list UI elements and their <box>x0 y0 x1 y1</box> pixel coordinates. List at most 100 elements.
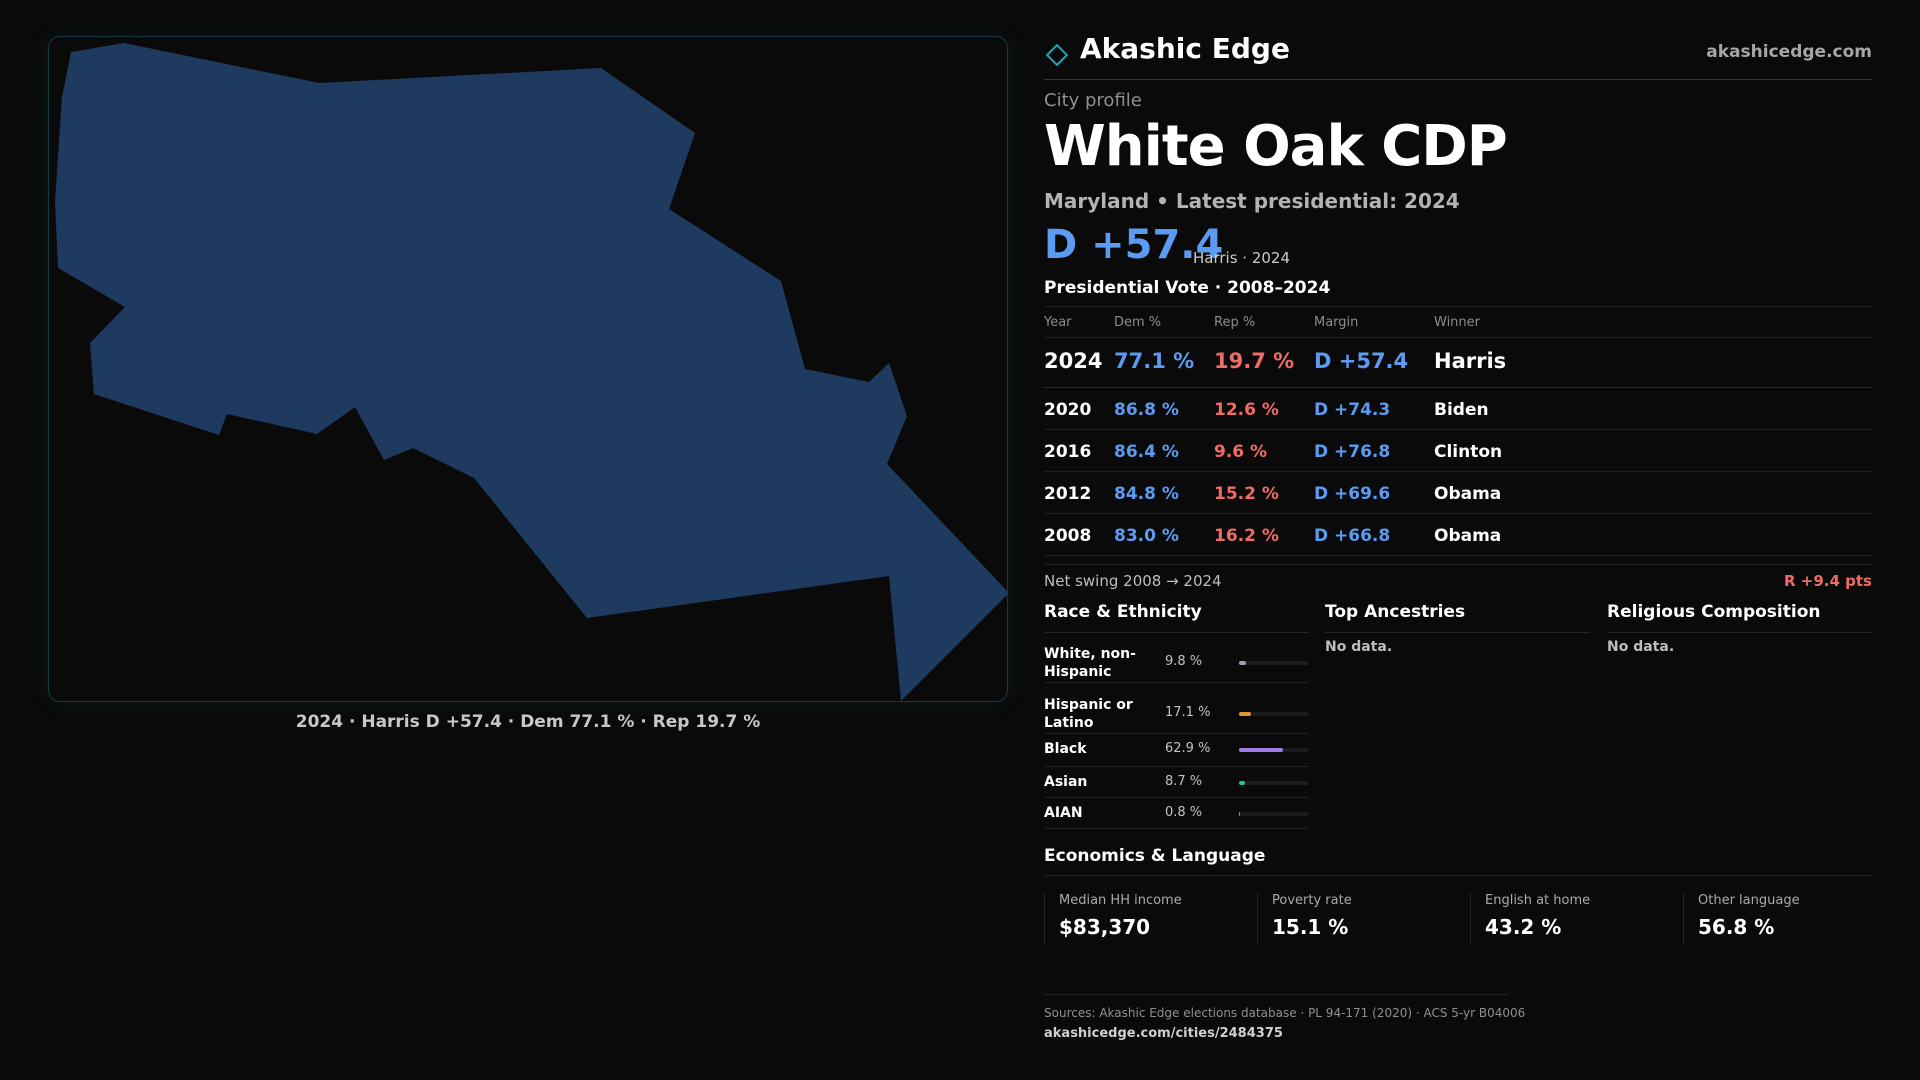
cell-margin: D +66.8 <box>1314 526 1391 546</box>
race-row: Asian 8.7 % <box>1044 767 1309 798</box>
race-row: Hispanic or Latino 17.1 % <box>1044 683 1309 734</box>
race-bar-fill <box>1239 781 1246 785</box>
economics-section-title: Economics & Language <box>1044 846 1266 866</box>
ancestries-empty-text: No data. <box>1325 639 1393 655</box>
stat-label: Median HH income <box>1059 893 1182 908</box>
page-title: White Oak CDP <box>1044 114 1508 179</box>
table-row: 2020 86.8 % 12.6 % D +74.3 Biden <box>1044 388 1872 430</box>
brand-url-link[interactable]: akashicedge.com <box>1706 42 1872 62</box>
stat-english-at-home: English at home 43.2 % <box>1470 893 1683 945</box>
divider <box>1607 632 1872 633</box>
stat-median-income: Median HH income $83,370 <box>1044 893 1257 945</box>
cell-year: 2024 <box>1044 349 1103 373</box>
profile-panel: Akashic Edge akashicedge.com City profil… <box>1044 0 1872 1080</box>
race-row: AIAN 0.8 % <box>1044 798 1309 829</box>
latest-margin-note: Harris · 2024 <box>1193 249 1291 267</box>
race-bar-fill <box>1239 748 1284 752</box>
cell-winner: Harris <box>1434 349 1507 373</box>
cell-dem: 84.8 % <box>1114 484 1179 504</box>
vote-section-title: Presidential Vote · 2008–2024 <box>1044 278 1331 298</box>
header-dem: Dem % <box>1114 315 1162 330</box>
race-pct: 62.9 % <box>1165 741 1211 756</box>
source-url-link[interactable]: akashicedge.com/cities/2484375 <box>1044 1026 1283 1041</box>
race-pct: 9.8 % <box>1165 654 1203 669</box>
table-row: 2008 83.0 % 16.2 % D +66.8 Obama <box>1044 514 1872 556</box>
race-pct: 8.7 % <box>1165 774 1203 789</box>
table-header-row: Year Dem % Rep % Margin Winner <box>1044 307 1872 338</box>
divider <box>1044 994 1508 995</box>
cell-margin: D +69.6 <box>1314 484 1391 504</box>
header-winner: Winner <box>1434 315 1481 330</box>
cell-dem: 86.8 % <box>1114 400 1179 420</box>
sources-text: Sources: Akashic Edge elections database… <box>1044 1006 1526 1020</box>
cell-dem: 77.1 % <box>1114 349 1195 373</box>
stat-label: Other language <box>1698 893 1800 908</box>
stat-poverty-rate: Poverty rate 15.1 % <box>1257 893 1470 945</box>
stat-label: English at home <box>1485 893 1591 908</box>
vote-table: Year Dem % Rep % Margin Winner 2024 77.1… <box>1044 307 1872 556</box>
cell-margin: D +74.3 <box>1314 400 1391 420</box>
divider <box>1044 875 1872 876</box>
page-kicker: City profile <box>1044 90 1142 111</box>
race-bar-track <box>1239 781 1309 785</box>
race-section-title: Race & Ethnicity <box>1044 602 1202 622</box>
city-boundary-shape[interactable] <box>55 43 1008 701</box>
stat-value: 56.8 % <box>1698 915 1775 939</box>
map-svg <box>55 43 1008 701</box>
latest-margin: D +57.4 <box>1044 222 1224 268</box>
stat-label: Poverty rate <box>1272 893 1352 908</box>
divider <box>1325 632 1590 633</box>
cell-margin: D +57.4 <box>1314 349 1409 373</box>
cell-rep: 19.7 % <box>1214 349 1295 373</box>
table-row: 2012 84.8 % 15.2 % D +69.6 Obama <box>1044 472 1872 514</box>
diamond-icon <box>1046 44 1068 66</box>
race-row: White, non-Hispanic 9.8 % <box>1044 632 1309 683</box>
brand-name: Akashic Edge <box>1080 32 1290 65</box>
cell-rep: 12.6 % <box>1214 400 1279 420</box>
cell-year: 2008 <box>1044 526 1092 546</box>
cell-year: 2016 <box>1044 442 1092 462</box>
race-label: Black <box>1044 741 1087 757</box>
map-caption: 2024 · Harris D +57.4 · Dem 77.1 % · Rep… <box>295 712 761 732</box>
race-label: Hispanic or Latino <box>1044 697 1133 731</box>
cell-winner: Obama <box>1434 526 1502 546</box>
cell-dem: 83.0 % <box>1114 526 1179 546</box>
map-panel[interactable] <box>48 36 1008 702</box>
page-subtitle: Maryland • Latest presidential: 2024 <box>1044 189 1460 213</box>
race-bar-track <box>1239 661 1309 665</box>
ancestries-section-title: Top Ancestries <box>1325 602 1466 622</box>
net-swing-label: Net swing 2008 → 2024 <box>1044 572 1222 590</box>
race-label: AIAN <box>1044 805 1083 821</box>
header-year: Year <box>1044 315 1072 330</box>
header-margin: Margin <box>1314 315 1359 330</box>
cell-year: 2012 <box>1044 484 1092 504</box>
race-pct: 17.1 % <box>1165 705 1211 720</box>
cell-dem: 86.4 % <box>1114 442 1179 462</box>
cell-year: 2020 <box>1044 400 1092 420</box>
race-bar-fill <box>1239 812 1240 816</box>
cell-margin: D +76.8 <box>1314 442 1391 462</box>
economics-grid: Median HH income $83,370 Poverty rate 15… <box>1044 893 1872 945</box>
stat-value: $83,370 <box>1059 915 1151 939</box>
cell-winner: Clinton <box>1434 442 1503 462</box>
stat-value: 15.1 % <box>1272 915 1349 939</box>
table-row: 2024 77.1 % 19.7 % D +57.4 Harris <box>1044 338 1872 388</box>
race-row: Black 62.9 % <box>1044 734 1309 767</box>
religion-empty-text: No data. <box>1607 639 1675 655</box>
cell-winner: Obama <box>1434 484 1502 504</box>
divider <box>1044 306 1872 307</box>
race-label: Asian <box>1044 774 1088 790</box>
brand-bar: Akashic Edge akashicedge.com <box>1044 30 1872 80</box>
stat-other-language: Other language 56.8 % <box>1683 893 1896 945</box>
cell-rep: 15.2 % <box>1214 484 1279 504</box>
cell-rep: 16.2 % <box>1214 526 1279 546</box>
net-swing-value: R +9.4 pts <box>1784 572 1872 590</box>
race-bar-fill <box>1239 712 1251 716</box>
table-row: 2016 86.4 % 9.6 % D +76.8 Clinton <box>1044 430 1872 472</box>
cell-rep: 9.6 % <box>1214 442 1268 462</box>
race-bar-fill <box>1239 661 1246 665</box>
divider <box>1044 632 1309 633</box>
header-rep: Rep % <box>1214 315 1256 330</box>
race-pct: 0.8 % <box>1165 805 1203 820</box>
stat-value: 43.2 % <box>1485 915 1562 939</box>
